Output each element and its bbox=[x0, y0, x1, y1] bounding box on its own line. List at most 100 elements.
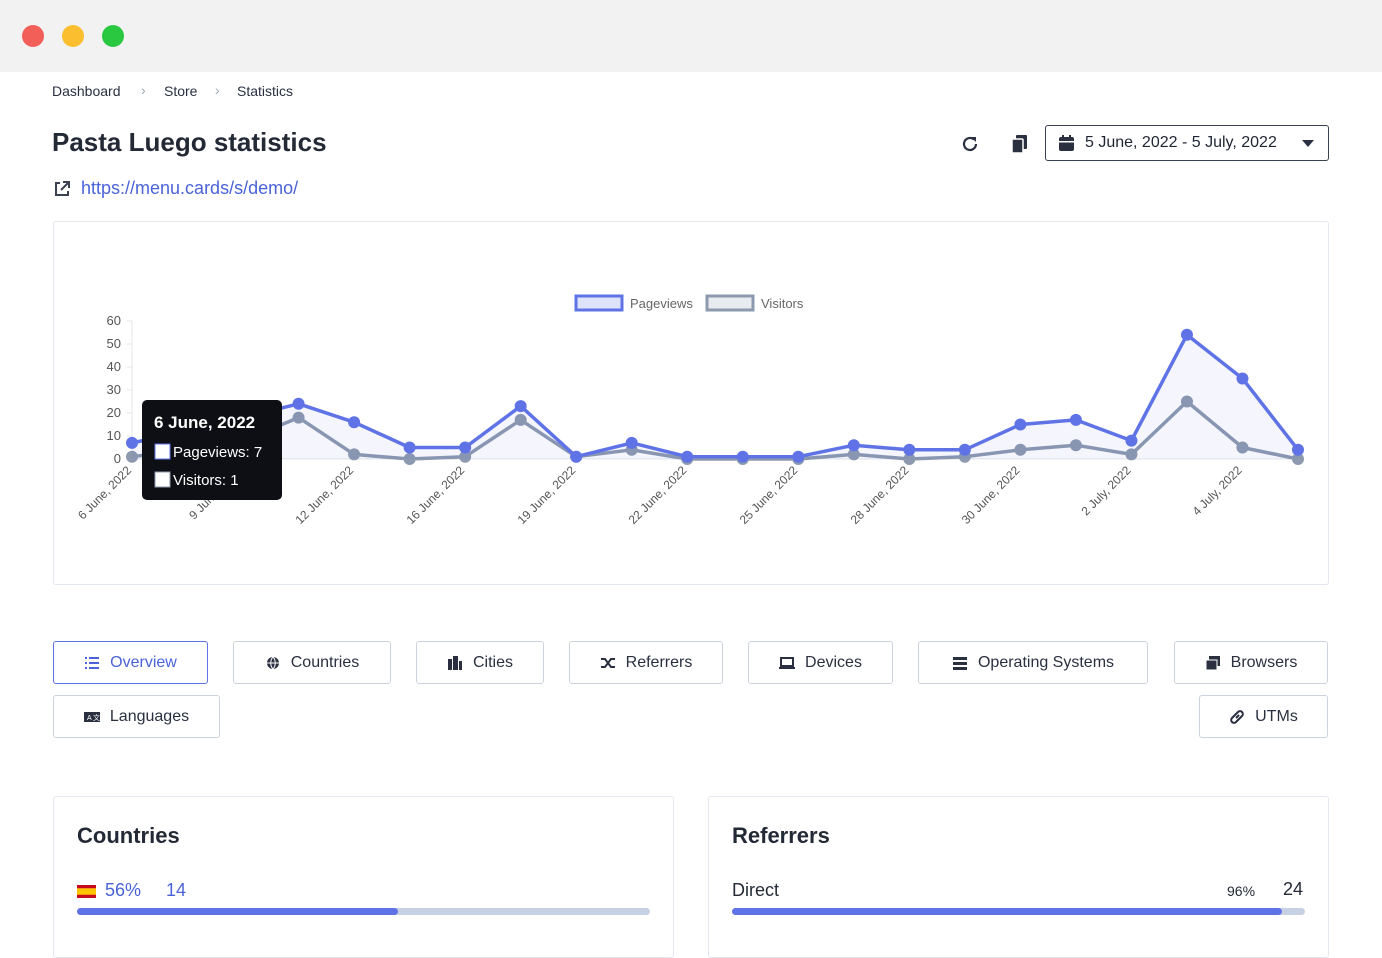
referrer-count: 24 bbox=[1283, 879, 1304, 899]
line bbox=[131, 399, 1299, 461]
point bbox=[292, 411, 305, 424]
area bbox=[132, 334, 1298, 459]
flag-icon bbox=[77, 885, 96, 898]
countries-card: Countries 56% 14 bbox=[53, 796, 674, 958]
point bbox=[1292, 453, 1304, 465]
tooltip: 6 June, 2022 Pageviews: 7 Visitors: 1 bbox=[142, 400, 282, 500]
tab-icon bbox=[779, 656, 796, 669]
point bbox=[1236, 372, 1249, 385]
tooltip-line: Visitors: 1 bbox=[173, 472, 239, 489]
tab-label: Referrers bbox=[625, 653, 693, 671]
x-tick-label: 25 June, 2022 bbox=[737, 463, 801, 527]
tab-icon bbox=[1230, 709, 1244, 724]
tab-label: Overview bbox=[110, 653, 177, 671]
y-tick-label: 30 bbox=[107, 382, 121, 397]
x-tick-label: 22 June, 2022 bbox=[626, 463, 690, 527]
maximize-button[interactable] bbox=[102, 25, 124, 47]
x-tick-label: 12 June, 2022 bbox=[293, 463, 357, 527]
tab[interactable]: Countries bbox=[233, 641, 391, 684]
breadcrumb-link[interactable]: Store bbox=[164, 83, 198, 99]
point bbox=[903, 453, 916, 465]
x-tick-label: 16 June, 2022 bbox=[404, 463, 468, 527]
tab[interactable]: Devices bbox=[748, 641, 893, 684]
point bbox=[292, 397, 305, 410]
line bbox=[131, 333, 1300, 459]
point bbox=[1180, 395, 1193, 408]
tab[interactable]: Cities bbox=[416, 641, 544, 684]
tab-icon bbox=[952, 656, 967, 670]
tab-label: Operating Systems bbox=[977, 653, 1115, 671]
tab-icon bbox=[85, 656, 100, 669]
x-tick-label: 30 June, 2022 bbox=[959, 463, 1023, 527]
window-bar bbox=[0, 0, 1382, 72]
calendar-icon bbox=[1059, 135, 1074, 151]
date-range-picker[interactable]: 5 June, 2022 - 5 July, 2022 bbox=[1045, 125, 1329, 161]
tab[interactable]: Browsers bbox=[1174, 641, 1328, 684]
country-percent: 56% bbox=[105, 880, 142, 900]
refresh-button[interactable] bbox=[960, 134, 980, 154]
point bbox=[348, 448, 361, 461]
country-count: 14 bbox=[166, 880, 187, 900]
dropdown-caret bbox=[1302, 140, 1314, 147]
point bbox=[1014, 418, 1027, 431]
minimize-button[interactable] bbox=[62, 25, 84, 47]
tab-label: UTMs bbox=[1255, 707, 1298, 725]
tab-label: Devices bbox=[805, 653, 862, 671]
y-tick-label: 0 bbox=[114, 451, 121, 466]
tab[interactable]: Overview bbox=[53, 641, 208, 684]
progress-track bbox=[732, 908, 1305, 915]
tooltip-swatch bbox=[154, 443, 171, 460]
tab[interactable]: Operating Systems bbox=[918, 641, 1148, 684]
point bbox=[681, 450, 694, 463]
point bbox=[1069, 439, 1082, 452]
tab-icon bbox=[600, 657, 615, 668]
breadcrumb-separator: › bbox=[215, 82, 220, 98]
tab-label: Cities bbox=[472, 653, 513, 671]
date-range-text: 5 June, 2022 - 5 July, 2022 bbox=[1085, 134, 1277, 151]
referrer-name: Direct bbox=[732, 880, 780, 900]
point bbox=[514, 413, 527, 426]
point bbox=[1069, 413, 1082, 426]
page-title: Pasta Luego statistics bbox=[52, 127, 327, 157]
point bbox=[1292, 443, 1304, 456]
close-button[interactable] bbox=[22, 25, 44, 47]
tab-label: Countries bbox=[290, 653, 360, 671]
card-title: Referrers bbox=[732, 823, 830, 848]
breadcrumb-current: Statistics bbox=[237, 83, 294, 99]
tab[interactable]: UTMs bbox=[1199, 695, 1328, 738]
x-tick-label: 6 June, 2022 bbox=[75, 463, 134, 522]
point bbox=[570, 450, 583, 463]
legend-label: Pageviews bbox=[630, 296, 693, 311]
progress-bar bbox=[77, 908, 398, 915]
store-url[interactable]: https://menu.cards/s/demo/ bbox=[81, 178, 299, 198]
tab[interactable]: A 文 Languages bbox=[53, 695, 220, 738]
copy-button[interactable] bbox=[1011, 134, 1029, 154]
point bbox=[736, 450, 749, 463]
svg-text:A: A bbox=[87, 715, 92, 722]
point bbox=[847, 439, 860, 452]
x-tick-label: 28 June, 2022 bbox=[848, 463, 912, 527]
breadcrumb-separator: › bbox=[141, 82, 146, 98]
tab[interactable]: Referrers bbox=[569, 641, 723, 684]
point bbox=[514, 400, 527, 413]
progress-bar bbox=[732, 908, 1283, 915]
legend-swatch bbox=[574, 294, 624, 312]
point bbox=[126, 450, 138, 463]
legend-label: Visitors bbox=[761, 296, 804, 311]
breadcrumb-link[interactable]: Dashboard bbox=[52, 83, 121, 99]
point bbox=[625, 436, 638, 449]
progress-track bbox=[77, 908, 650, 915]
y-tick-label: 50 bbox=[107, 336, 121, 351]
point bbox=[348, 416, 361, 429]
point bbox=[403, 441, 416, 454]
point bbox=[1180, 328, 1193, 341]
point bbox=[958, 443, 971, 456]
x-tick-label: 2 July, 2022 bbox=[1079, 463, 1134, 518]
point bbox=[1125, 434, 1138, 447]
svg-text:文: 文 bbox=[93, 713, 100, 722]
referrers-card: Referrers Direct 96% 24 bbox=[708, 796, 1329, 958]
referrer-percent: 96% bbox=[1227, 883, 1256, 899]
tab-icon bbox=[447, 655, 462, 670]
